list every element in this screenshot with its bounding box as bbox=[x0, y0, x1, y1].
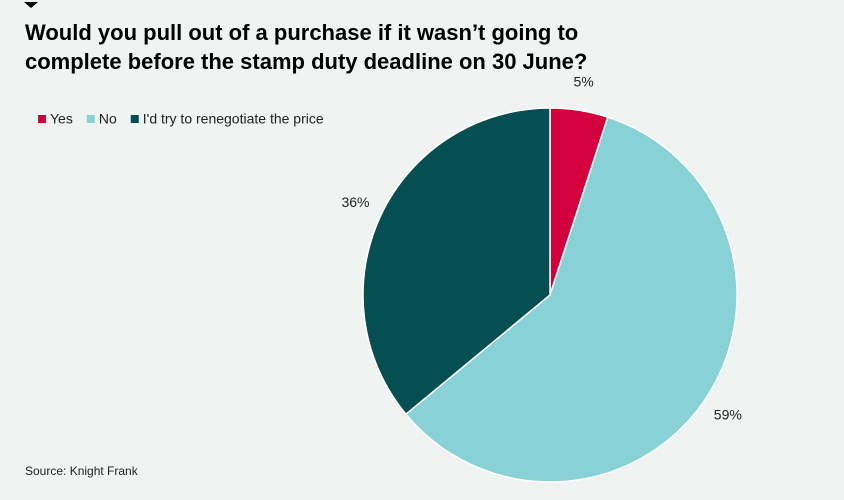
legend-swatch bbox=[86, 115, 95, 123]
data-label: 36% bbox=[341, 194, 369, 210]
data-label: 59% bbox=[714, 407, 742, 423]
legend-label: No bbox=[99, 111, 117, 127]
legend-swatch bbox=[38, 115, 46, 123]
pie-slice bbox=[404, 116, 738, 483]
data-label: 5% bbox=[574, 73, 594, 89]
legend-swatch bbox=[130, 115, 139, 123]
decor-arrow bbox=[24, 2, 38, 8]
legend-label: Yes bbox=[50, 111, 73, 127]
pie-slice bbox=[362, 107, 551, 416]
source: Source: Knight Frank bbox=[25, 464, 139, 478]
chart-title: Would you pull out of a purchase if it w… bbox=[25, 20, 588, 74]
legend-label: I'd try to renegotiate the price bbox=[143, 111, 324, 127]
